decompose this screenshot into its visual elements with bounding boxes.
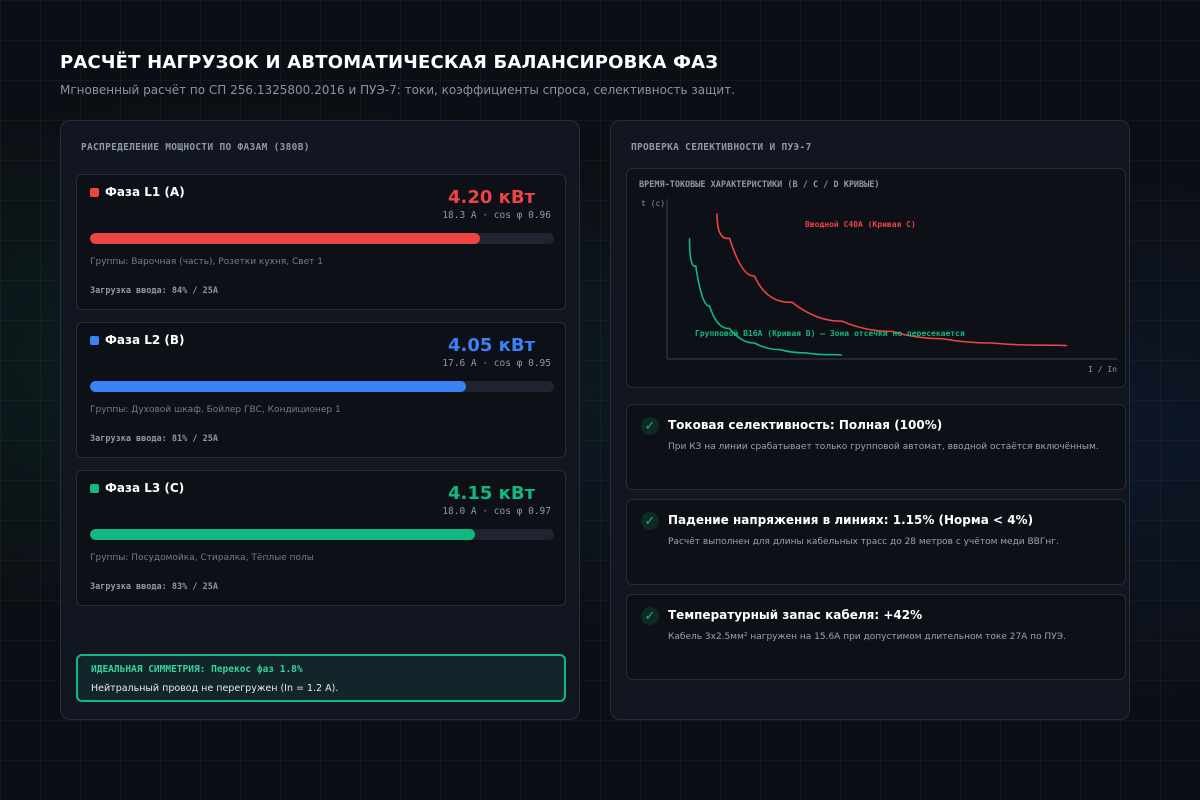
page-header: РАСЧЁТ НАГРУЗОК И АВТОМАТИЧЕСКАЯ БАЛАНСИ… bbox=[60, 52, 735, 97]
check-card-cable-temp: ✓ Температурный запас кабеля: +42% Кабел… bbox=[626, 594, 1126, 680]
check-title: Температурный запас кабеля: +42% bbox=[668, 608, 923, 622]
phase-card-l1[interactable]: Фаза L1 (A) 4.20 кВт 18.3 А · cos φ 0.96… bbox=[76, 174, 566, 310]
phase-load-bar bbox=[90, 381, 554, 392]
phase-power: 4.05 кВт bbox=[447, 335, 535, 356]
check-card-voltage-drop: ✓ Падение напряжения в линиях: 1.15% (Но… bbox=[626, 499, 1126, 585]
phase-current-cosphi: 18.0 А · cos φ 0.97 bbox=[442, 506, 551, 517]
x-axis-label: I / In bbox=[1088, 365, 1117, 374]
phase-power: 4.15 кВт bbox=[447, 483, 535, 504]
phase-load-bar-fill bbox=[90, 529, 476, 540]
phase-input-load: Загрузка ввода: 83% / 25A bbox=[90, 582, 218, 592]
phase-name: Фаза L1 (A) bbox=[105, 185, 185, 199]
phase-color-marker bbox=[90, 483, 99, 493]
page-subtitle: Мгновенный расчёт по СП 256.1325800.2016… bbox=[60, 83, 736, 97]
series-line-2 bbox=[688, 238, 843, 357]
series-line-1 bbox=[716, 213, 1068, 347]
check-text: Расчёт выполнен для длины кабельных трас… bbox=[668, 537, 1059, 547]
phase-power: 4.20 кВт bbox=[447, 187, 535, 208]
phase-color-marker bbox=[90, 187, 99, 197]
time-current-chart: t (c) I / In Вводной C40A (Кривая C) Группо… bbox=[626, 168, 1126, 388]
check-card-selectivity: ✓ Токовая селективность: Полная (100%) П… bbox=[626, 404, 1126, 490]
panel-title: РАСПРЕДЕЛЕНИЕ МОЩНОСТИ ПО ФАЗАМ (380В) bbox=[81, 142, 310, 153]
check-icon: ✓ bbox=[641, 607, 659, 625]
chart-title: ВРЕМЯ-ТОКОВЫЕ ХАРАКТЕРИСТИКИ (B / C / D … bbox=[639, 180, 880, 190]
phase-groups: Группы: Посудомойка, Стиралка, Тёплые по… bbox=[90, 553, 314, 563]
phase-groups: Группы: Духовой шкаф, Бойлер ГВС, Кондиц… bbox=[90, 405, 341, 415]
phase-name: Фаза L3 (C) bbox=[105, 481, 185, 495]
chart-svg: t (c) I / In Вводной C40A (Кривая C) Группо… bbox=[641, 199, 1117, 374]
check-text: Кабель 3х2.5мм² нагружен на 15.6А при до… bbox=[668, 632, 1066, 642]
series-label-2: Групповой B16A (Кривая B) — Зона отсечки… bbox=[695, 329, 965, 338]
series-label-1: Вводной C40A (Кривая C) bbox=[805, 220, 916, 229]
phase-card-l2[interactable]: Фаза L2 (B) 4.05 кВт 17.6 А · cos φ 0.95… bbox=[76, 322, 566, 458]
phase-input-load: Загрузка ввода: 81% / 25A bbox=[90, 434, 218, 444]
selectivity-panel: ПРОВЕРКА СЕЛЕКТИВНОСТИ И ПУЭ-7 t (c) I / … bbox=[610, 120, 1130, 720]
phase-load-bar bbox=[90, 529, 554, 540]
phase-input-load: Загрузка ввода: 84% / 25A bbox=[90, 286, 218, 296]
phase-current-cosphi: 17.6 А · cos φ 0.95 bbox=[442, 358, 551, 369]
page-title: РАСЧЁТ НАГРУЗОК И АВТОМАТИЧЕСКАЯ БАЛАНСИ… bbox=[60, 52, 719, 73]
phase-current-cosphi: 18.3 А · cos φ 0.96 bbox=[442, 210, 551, 221]
phase-load-bar-fill bbox=[90, 233, 480, 244]
phase-groups: Группы: Варочная (часть), Розетки кухня,… bbox=[90, 257, 323, 267]
phase-distribution-panel: РАСПРЕДЕЛЕНИЕ МОЩНОСТИ ПО ФАЗАМ (380В) Ф… bbox=[60, 120, 580, 720]
check-text: При КЗ на линии срабатывает только групп… bbox=[668, 442, 1099, 452]
check-title: Токовая селективность: Полная (100%) bbox=[668, 418, 943, 432]
phase-load-bar-fill bbox=[90, 381, 466, 392]
phase-name: Фаза L2 (B) bbox=[105, 333, 185, 347]
y-axis-label: t (c) bbox=[641, 199, 665, 208]
symmetry-text: Нейтральный провод не перегружен (In = 1… bbox=[91, 683, 339, 694]
symmetry-status-box: ИДЕАЛЬНАЯ СИММЕТРИЯ: Перекос фаз 1.8% Не… bbox=[76, 654, 566, 702]
panel-title: ПРОВЕРКА СЕЛЕКТИВНОСТИ И ПУЭ-7 bbox=[631, 142, 812, 153]
check-title: Падение напряжения в линиях: 1.15% (Норм… bbox=[668, 513, 1034, 527]
phase-color-marker bbox=[90, 335, 99, 345]
check-icon: ✓ bbox=[641, 417, 659, 435]
check-icon: ✓ bbox=[641, 512, 659, 530]
phase-load-bar bbox=[90, 233, 554, 244]
symmetry-title: ИДЕАЛЬНАЯ СИММЕТРИЯ: Перекос фаз 1.8% bbox=[91, 664, 303, 675]
phase-card-l3[interactable]: Фаза L3 (C) 4.15 кВт 18.0 А · cos φ 0.97… bbox=[76, 470, 566, 606]
